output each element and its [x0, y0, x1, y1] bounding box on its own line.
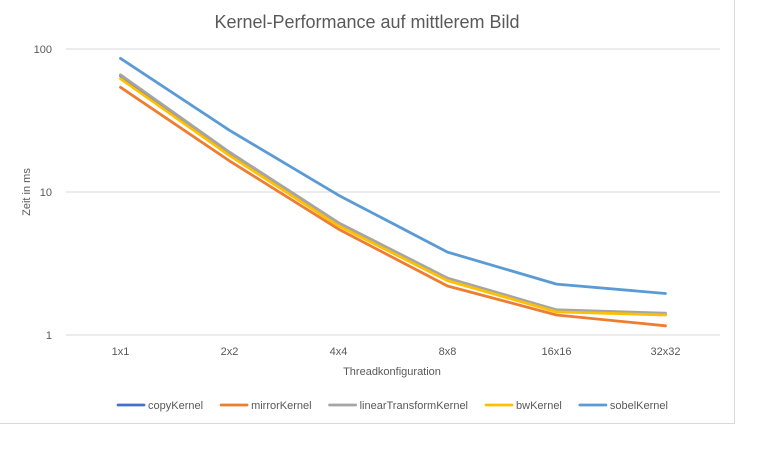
- legend-label-linearTransformKernel: linearTransformKernel: [360, 400, 468, 412]
- x-tick-label: 4x4: [330, 346, 348, 358]
- legend-label-copyKernel: copyKernel: [148, 400, 203, 412]
- chart-title: Kernel-Performance auf mittlerem Bild: [214, 12, 519, 32]
- x-axis-ticks: 1x1 2x2 4x4 8x8 16x16 32x32: [112, 346, 681, 358]
- legend-label-mirrorKernel: mirrorKernel: [251, 400, 312, 412]
- legend-label-bwKernel: bwKernel: [516, 400, 562, 412]
- y-axis-label: Zeit in ms: [21, 168, 33, 216]
- y-tick-label: 10: [40, 187, 52, 199]
- y-axis-ticks: 1 10 100: [34, 44, 52, 342]
- x-tick-label: 2x2: [221, 346, 239, 358]
- x-tick-label: 8x8: [439, 346, 457, 358]
- x-axis-label: Threadkonfiguration: [343, 366, 441, 378]
- x-tick-label: 16x16: [542, 346, 572, 358]
- x-tick-label: 32x32: [651, 346, 681, 358]
- x-tick-label: 1x1: [112, 346, 130, 358]
- gridlines: [66, 48, 720, 336]
- chart-area: [0, 0, 735, 424]
- y-tick-label: 1: [46, 330, 52, 342]
- y-tick-label: 100: [34, 44, 52, 56]
- series-line-sobelKernel: [119, 57, 667, 295]
- series-line-linearTransformKernel: [119, 73, 667, 315]
- series-line-bwKernel: [119, 77, 667, 317]
- legend: copyKernel mirrorKernel linearTransformKer…: [116, 400, 668, 412]
- legend-label-sobelKernel: sobelKernel: [610, 400, 668, 412]
- series-line-mirrorKernel: [119, 85, 667, 328]
- series-lines: [119, 57, 667, 328]
